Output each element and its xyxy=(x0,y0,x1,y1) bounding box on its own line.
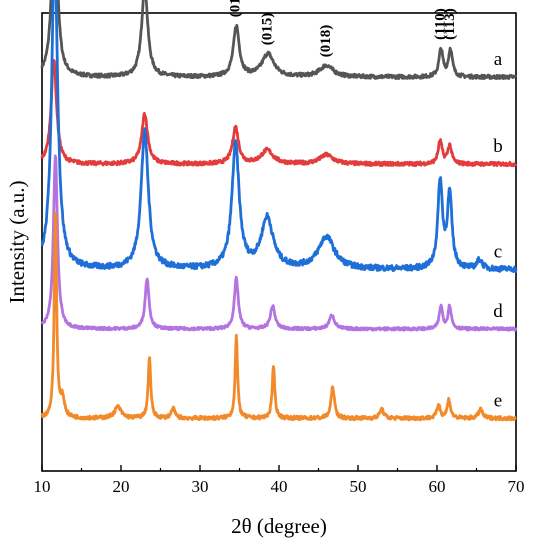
series-line-d xyxy=(40,154,518,332)
peak-labels: (003)(006)(012)(015)(018)(110)(113) xyxy=(228,0,458,58)
series-line-b xyxy=(40,58,518,168)
series-label-d: d xyxy=(493,301,503,322)
peak-label: (113) xyxy=(442,8,458,40)
series-line-c xyxy=(40,0,518,273)
x-tick-label: 20 xyxy=(113,477,130,496)
series-line-e xyxy=(40,211,517,422)
series-layer: a b c d e xyxy=(40,0,518,422)
peak-label: (110) xyxy=(432,8,448,40)
x-tick-label: 10 xyxy=(34,477,51,496)
y-axis-title: Intensity (a.u.) xyxy=(5,180,29,303)
x-axis-title: 2θ (degree) xyxy=(231,514,327,538)
peak-label: (012) xyxy=(228,0,244,17)
plot-frame xyxy=(41,12,517,472)
series-label-b: b xyxy=(493,136,503,157)
peak-label: (018) xyxy=(318,25,334,58)
series-line-a xyxy=(40,0,517,81)
x-tick-label: 40 xyxy=(271,477,288,496)
peak-label: (015) xyxy=(259,13,275,46)
x-tick-label: 50 xyxy=(350,477,367,496)
series-label-e: e xyxy=(494,390,502,411)
x-tick-label: 60 xyxy=(429,477,446,496)
x-tick-label: 70 xyxy=(508,477,525,496)
series-label-a: a xyxy=(494,49,503,70)
x-tick-label: 30 xyxy=(192,477,209,496)
series-label-c: c xyxy=(494,241,502,262)
x-axis-ticks: 10 20 30 40 50 60 70 xyxy=(34,465,525,496)
